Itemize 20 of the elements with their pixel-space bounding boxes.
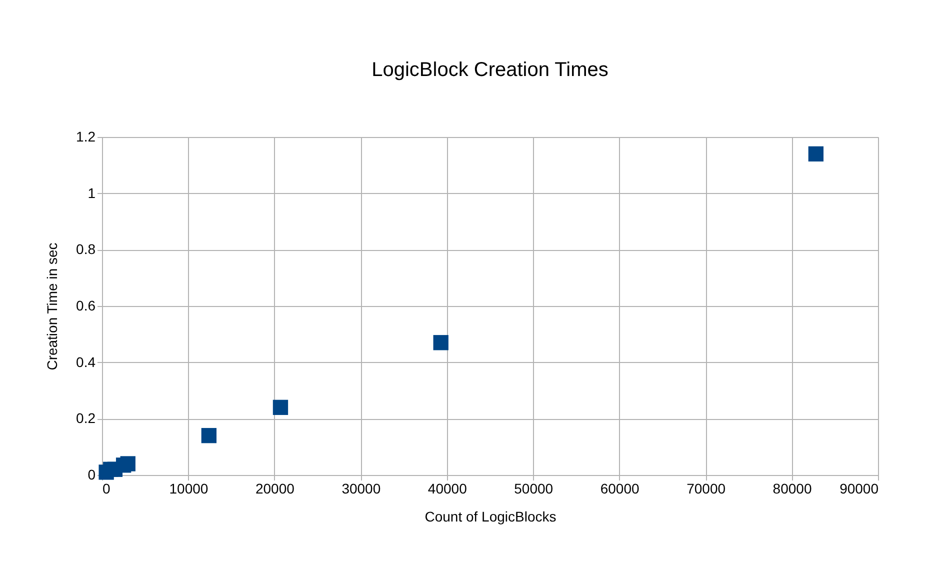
y-tick-label: 0.4 [76,354,96,370]
y-tick-label: 0.2 [76,410,96,426]
y-tick-label: 0.6 [76,298,96,314]
x-tick-label: 50000 [514,480,554,496]
y-tick-label: 1.2 [76,128,96,144]
x-tick-label: 0 [102,480,110,496]
x-axis-title: Count of LogicBlocks [424,508,556,524]
x-tick-label: 70000 [686,480,726,496]
y-tick-label: 0.8 [76,241,96,258]
x-tick-label: 10000 [169,480,208,496]
chart-title: LogicBlock Creation Times [372,59,608,81]
x-tick-label: 40000 [428,480,468,496]
y-tick-label: 1 [88,184,96,201]
y-tick-label: 0 [88,466,96,482]
y-axis-title: Creation Time in sec [44,242,60,370]
x-tick-label: 60000 [600,480,640,496]
x-tick-label: 30000 [342,480,381,496]
x-tick-label: 80000 [772,480,812,496]
x-tick-label: 20000 [255,480,295,496]
x-tick-label: 90000 [840,480,879,496]
